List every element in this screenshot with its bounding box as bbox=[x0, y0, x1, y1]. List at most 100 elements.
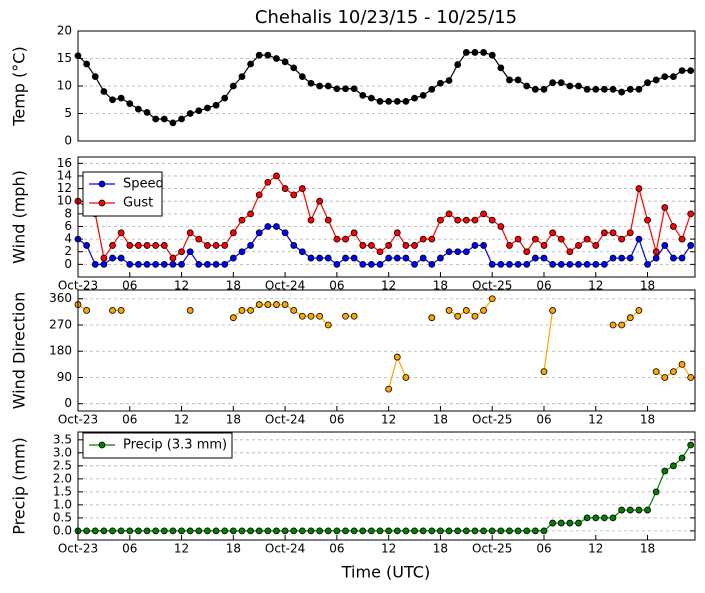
data-point bbox=[454, 527, 462, 535]
data-point bbox=[367, 242, 375, 249]
data-point bbox=[178, 527, 185, 535]
data-point bbox=[143, 109, 151, 116]
data-point bbox=[385, 98, 393, 105]
data-point bbox=[126, 242, 134, 249]
data-point bbox=[566, 248, 574, 256]
data-point bbox=[575, 519, 582, 527]
x-tick-label: 06 bbox=[329, 542, 344, 556]
data-point bbox=[238, 527, 246, 535]
data-point bbox=[238, 307, 246, 314]
data-point bbox=[229, 314, 237, 322]
data-point bbox=[687, 374, 695, 381]
data-point bbox=[195, 107, 203, 115]
data-point bbox=[592, 514, 600, 522]
data-point bbox=[281, 229, 289, 237]
data-point bbox=[143, 242, 151, 249]
data-point bbox=[152, 115, 160, 123]
data-point bbox=[471, 242, 479, 249]
data-point bbox=[126, 527, 134, 535]
data-point bbox=[307, 254, 315, 262]
data-point bbox=[204, 527, 211, 535]
data-point bbox=[670, 254, 677, 262]
data-point bbox=[402, 242, 410, 249]
data-point bbox=[186, 527, 194, 535]
data-point bbox=[402, 98, 410, 105]
data-point bbox=[583, 260, 591, 268]
y-tick-label: 3.0 bbox=[53, 445, 72, 459]
data-point bbox=[342, 85, 349, 93]
data-point bbox=[117, 254, 125, 262]
data-point bbox=[437, 254, 444, 262]
data-point bbox=[109, 96, 116, 104]
data-point bbox=[290, 307, 298, 314]
data-point bbox=[229, 254, 237, 262]
data-point bbox=[393, 527, 401, 535]
y-tick-label: 0.5 bbox=[53, 510, 72, 524]
legend-marker bbox=[98, 199, 106, 207]
x-tick-label: 12 bbox=[381, 413, 396, 427]
data-line bbox=[77, 298, 692, 390]
data-point bbox=[402, 527, 410, 535]
data-point bbox=[152, 260, 160, 268]
data-point bbox=[255, 527, 263, 535]
data-point bbox=[91, 73, 99, 81]
data-point bbox=[428, 314, 436, 322]
data-point bbox=[609, 321, 617, 329]
data-point bbox=[281, 58, 289, 66]
data-point bbox=[618, 506, 626, 514]
data-point bbox=[169, 119, 177, 127]
x-tick-label: Oct-23 bbox=[58, 542, 98, 556]
data-point bbox=[393, 98, 401, 105]
data-point bbox=[221, 94, 229, 102]
data-point bbox=[454, 216, 462, 224]
data-point bbox=[298, 185, 306, 192]
data-point bbox=[109, 307, 116, 314]
data-point bbox=[195, 235, 203, 243]
data-point bbox=[523, 82, 531, 90]
data-point bbox=[609, 229, 617, 237]
data-point bbox=[273, 527, 280, 535]
data-point bbox=[661, 204, 669, 211]
y-tick-label: 20 bbox=[57, 24, 72, 38]
x-tick-label: 06 bbox=[122, 279, 137, 293]
plot-frame bbox=[77, 289, 696, 412]
data-point bbox=[385, 254, 393, 262]
data-point bbox=[229, 229, 237, 237]
data-point bbox=[445, 210, 453, 218]
data-point bbox=[488, 260, 496, 268]
data-point bbox=[549, 229, 557, 237]
x-tick-label: 12 bbox=[381, 279, 396, 293]
data-point bbox=[135, 260, 142, 268]
data-point bbox=[523, 248, 531, 256]
data-point bbox=[644, 79, 651, 87]
data-point bbox=[160, 527, 168, 535]
data-point bbox=[307, 79, 315, 87]
data-point bbox=[298, 248, 306, 256]
data-point bbox=[618, 321, 626, 329]
data-point bbox=[160, 242, 168, 249]
data-point bbox=[109, 242, 116, 249]
data-point bbox=[592, 242, 600, 249]
data-point bbox=[402, 254, 410, 262]
data-point bbox=[652, 488, 660, 496]
data-point bbox=[402, 374, 410, 381]
data-point bbox=[152, 242, 160, 249]
data-point bbox=[549, 307, 557, 314]
data-point bbox=[350, 85, 358, 93]
data-point bbox=[247, 527, 254, 535]
data-point bbox=[117, 527, 125, 535]
data-point bbox=[350, 527, 358, 535]
data-point bbox=[264, 178, 272, 186]
data-point bbox=[342, 527, 349, 535]
data-point bbox=[583, 235, 591, 243]
data-point bbox=[324, 254, 332, 262]
data-point bbox=[583, 514, 591, 522]
data-point bbox=[635, 185, 643, 192]
y-tick-label: 360 bbox=[49, 291, 72, 305]
data-point bbox=[238, 73, 246, 81]
data-point bbox=[160, 260, 168, 268]
data-point bbox=[290, 242, 298, 249]
data-point bbox=[298, 527, 306, 535]
data-point bbox=[687, 242, 695, 249]
